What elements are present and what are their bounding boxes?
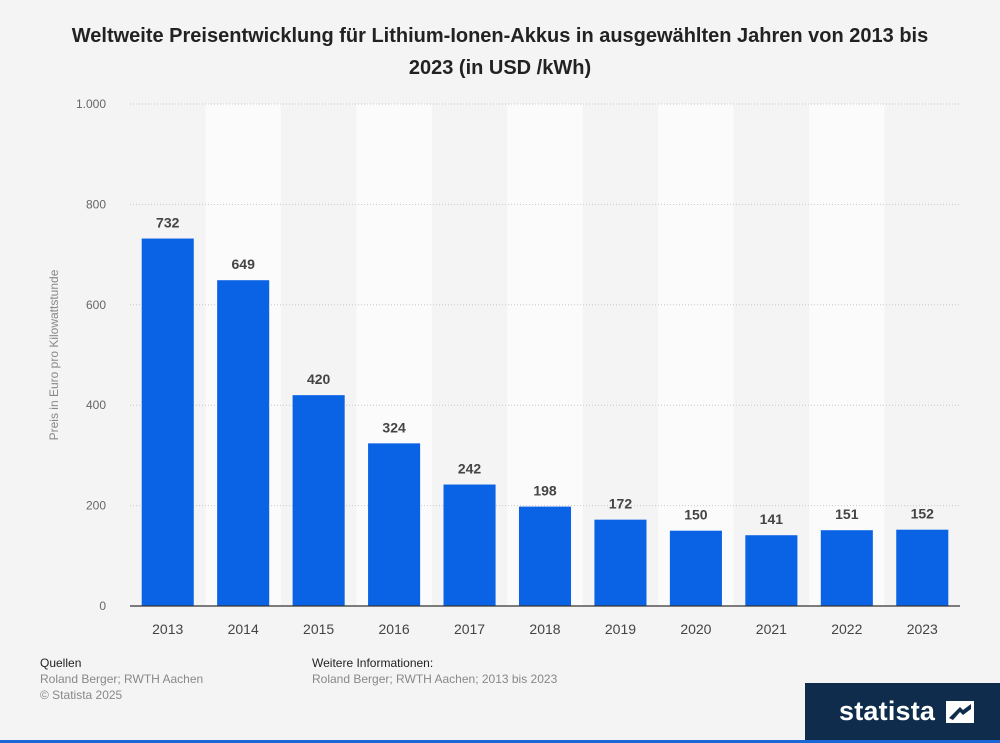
data-label: 198 xyxy=(533,483,557,499)
y-tick-label: 600 xyxy=(86,298,106,312)
data-label: 420 xyxy=(307,371,331,387)
bar xyxy=(745,535,798,606)
bar xyxy=(820,530,873,606)
data-label: 649 xyxy=(232,256,256,272)
bottom-accent-line xyxy=(0,740,1000,743)
info-block: Weitere Informationen: Roland Berger; RW… xyxy=(312,655,557,687)
y-axis-label: Preis in Euro pro Kilowattstunde xyxy=(47,269,61,440)
y-tick-label: 800 xyxy=(86,197,106,211)
statista-logo-icon xyxy=(946,701,974,728)
data-label: 141 xyxy=(760,511,784,527)
bar xyxy=(141,238,194,606)
bar xyxy=(518,506,572,606)
x-tick-label: 2014 xyxy=(228,621,259,637)
sources-heading: Quellen xyxy=(40,656,82,670)
bar xyxy=(669,530,722,606)
statista-brand-bar[interactable]: statista xyxy=(805,683,1000,740)
y-tick-label: 200 xyxy=(86,499,106,513)
x-tick-label: 2019 xyxy=(605,621,636,637)
x-tick-label: 2022 xyxy=(831,621,862,637)
data-label: 732 xyxy=(156,215,180,231)
y-tick-label: 1.000 xyxy=(76,97,106,111)
bar xyxy=(217,280,270,606)
bar xyxy=(368,443,421,606)
bar-chart: 0 200 400 600 800 1.000 Preis in Euro pro Kilo… xyxy=(47,97,960,637)
bar xyxy=(443,484,496,606)
info-heading: Weitere Informationen: xyxy=(312,656,434,670)
data-label: 152 xyxy=(911,506,935,522)
x-tick-label: 2016 xyxy=(379,621,410,637)
sources-text: Roland Berger; RWTH Aachen xyxy=(40,672,204,686)
column-band xyxy=(809,104,885,606)
chart-title: Weltweite Preisentwicklung für Lithium-I… xyxy=(71,25,929,79)
x-tick-label: 2017 xyxy=(454,621,485,637)
data-label: 151 xyxy=(835,506,859,522)
column-band xyxy=(658,104,734,606)
brand-name: statista xyxy=(839,696,936,726)
x-tick-label: 2021 xyxy=(756,621,787,637)
copyright-text: © Statista 2025 xyxy=(40,688,123,702)
sources-block: Quellen Roland Berger; RWTH Aachen © Sta… xyxy=(40,655,203,703)
bar xyxy=(292,395,345,606)
x-tick-label: 2023 xyxy=(907,621,938,637)
y-tick-label: 0 xyxy=(99,599,106,613)
data-label: 172 xyxy=(609,496,633,512)
data-label: 324 xyxy=(382,419,406,435)
bar xyxy=(896,529,949,606)
data-label: 150 xyxy=(684,507,708,523)
bar xyxy=(594,519,647,606)
x-tick-label: 2020 xyxy=(680,621,711,637)
x-tick-label: 2013 xyxy=(152,621,183,637)
info-text: Roland Berger; RWTH Aachen; 2013 bis 202… xyxy=(312,672,558,686)
y-tick-label: 400 xyxy=(86,398,106,412)
x-tick-label: 2018 xyxy=(529,621,560,637)
data-label: 242 xyxy=(458,461,482,477)
x-tick-label: 2015 xyxy=(303,621,334,637)
